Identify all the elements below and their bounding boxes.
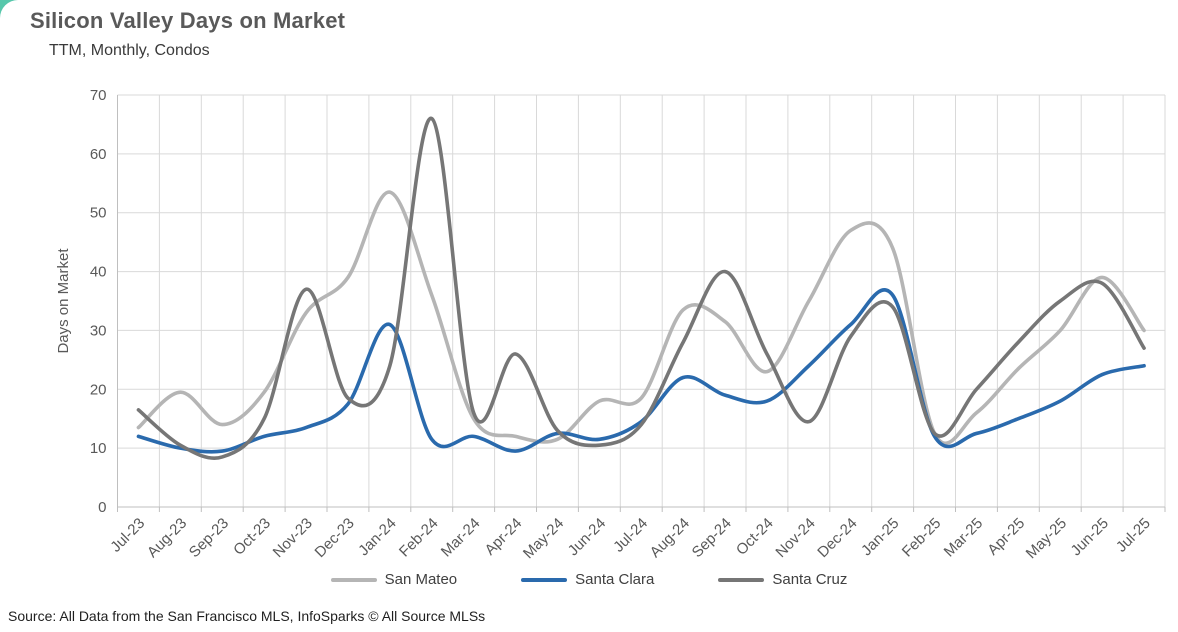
chart-subtitle: TTM, Monthly, Condos	[49, 42, 210, 59]
x-tick-label: Aug-23	[144, 515, 190, 561]
x-tick-label: Dec-24	[814, 515, 860, 561]
x-tick-label: Sep-24	[689, 515, 735, 561]
series-line-san-mateo	[136, 190, 1146, 445]
y-tick-label: 50	[90, 205, 107, 222]
legend-item-santa-clara: Santa Clara	[521, 571, 654, 588]
x-tick-label: Nov-23	[270, 515, 316, 561]
legend-swatch	[718, 577, 765, 582]
y-tick-label: 70	[90, 87, 107, 104]
legend-label: Santa Cruz	[772, 571, 848, 588]
x-tick-label: Jun-25	[1068, 515, 1112, 559]
y-tick-label: 30	[90, 322, 107, 339]
x-tick-label: Jul-24	[610, 515, 651, 556]
legend-label: San Mateo	[384, 571, 458, 588]
x-tick-label: Apr-24	[482, 515, 526, 559]
x-tick-label: Jun-24	[565, 515, 609, 559]
x-tick-label: Mar-24	[438, 515, 484, 561]
x-tick-label: Aug-24	[647, 515, 693, 561]
y-tick-label: 20	[90, 381, 107, 398]
x-tick-label: Jul-25	[1113, 515, 1154, 556]
x-tick-label: May-25	[1023, 515, 1070, 562]
y-tick-label: 10	[90, 440, 107, 457]
x-tick-label: Mar-25	[941, 515, 987, 561]
legend-label: Santa Clara	[575, 571, 655, 588]
x-tick-label: Apr-25	[984, 515, 1028, 559]
series-line-santa-cruz	[136, 116, 1146, 460]
x-tick-label: Nov-24	[772, 515, 818, 561]
source-note: Source: All Data from the San Francisco …	[8, 608, 486, 624]
x-tick-label: Oct-23	[230, 515, 274, 559]
x-tick-label: Jul-23	[107, 515, 148, 556]
x-tick-label: Sep-23	[186, 515, 232, 561]
x-tick-label: Oct-24	[733, 515, 777, 559]
y-tick-label: 40	[90, 264, 107, 281]
legend-swatch	[330, 577, 377, 582]
y-tick-label: 60	[90, 146, 107, 163]
y-tick-label: 0	[98, 499, 106, 516]
x-tick-label: Jan-25	[858, 515, 902, 559]
chart-legend: San Mateo Santa Clara Santa Cruz	[0, 571, 1178, 588]
x-tick-label: Feb-24	[396, 515, 442, 561]
legend-swatch	[521, 577, 568, 582]
y-axis-title: Days on Market	[55, 248, 72, 354]
x-tick-label: Dec-23	[312, 515, 358, 561]
legend-item-san-mateo: San Mateo	[330, 571, 458, 588]
chart-title: Silicon Valley Days on Market	[30, 8, 346, 33]
x-tick-label: May-24	[520, 515, 567, 562]
x-tick-label: Jan-24	[355, 515, 399, 559]
legend-item-santa-cruz: Santa Cruz	[718, 571, 847, 588]
x-tick-label: Feb-25	[899, 515, 945, 561]
